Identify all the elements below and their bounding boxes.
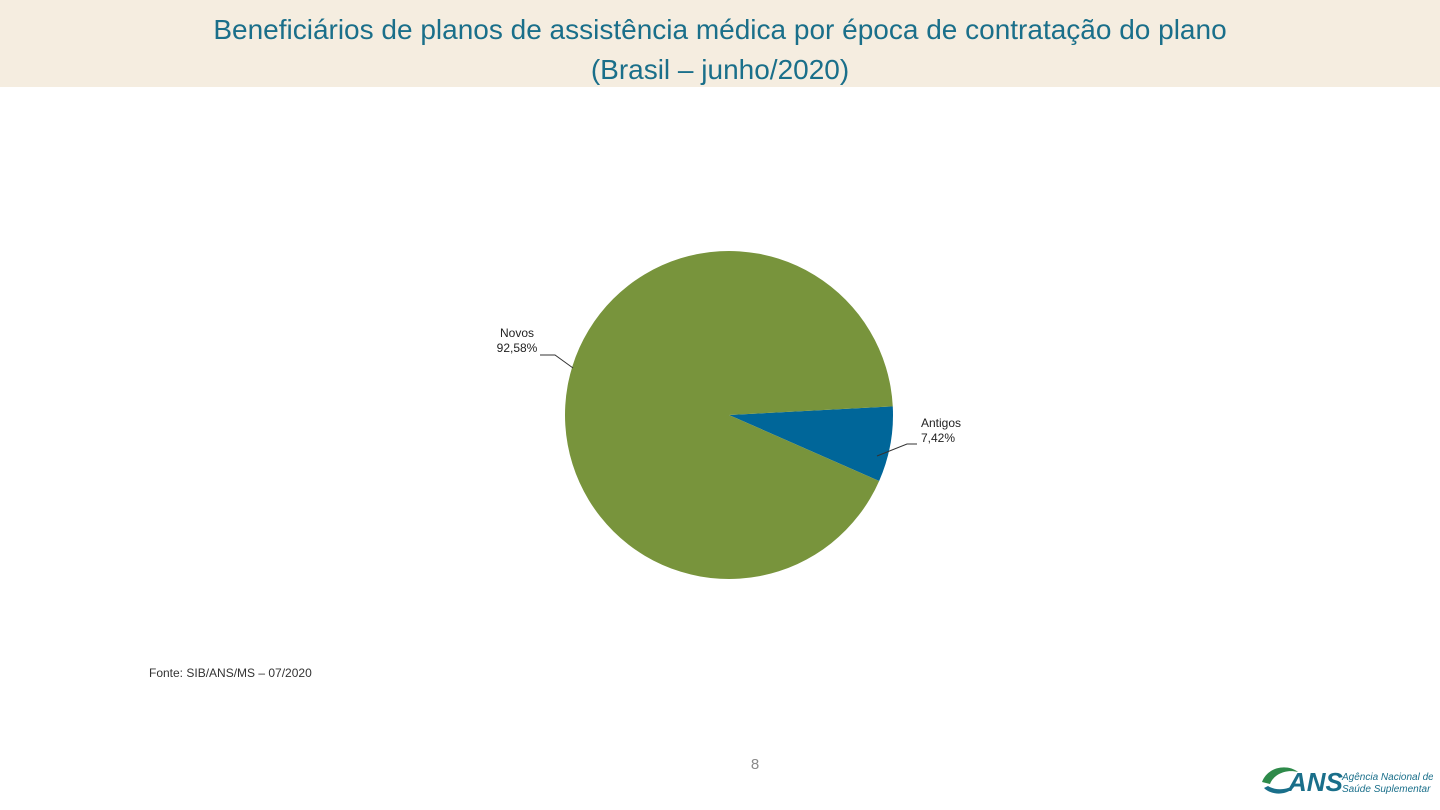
source-note: Fonte: SIB/ANS/MS – 07/2020 (149, 666, 312, 680)
pie-slice-novos (564, 250, 893, 579)
logo-swoosh-lower-icon (1264, 784, 1296, 794)
slice-value-label-antigos: 7,42% (921, 431, 955, 445)
logo-line-2: Saúde Suplementar (1342, 784, 1431, 795)
logo-wordmark: ANS (1287, 767, 1344, 797)
title-line-1: Beneficiários de planos de assistência m… (213, 14, 1227, 45)
logo-line-1: Agência Nacional de (1341, 772, 1433, 783)
slice-name-label-antigos: Antigos (921, 416, 961, 430)
leader-line-novos (540, 354, 574, 369)
pie-slice-antigos (729, 406, 893, 481)
title-band (0, 0, 1440, 87)
page-title: Beneficiários de planos de assistência m… (0, 10, 1440, 90)
page-number: 8 (750, 756, 760, 773)
title-line-2: (Brasil – junho/2020) (590, 54, 850, 85)
ans-logo: ANS Agência Nacional de Saúde Suplementa… (1262, 767, 1433, 797)
logo-swoosh-icon (1262, 767, 1298, 784)
slice-name-label-novos: Novos (500, 326, 534, 340)
slice-value-label-novos: 92,58% (497, 341, 538, 355)
leader-line-antigos (876, 443, 917, 457)
